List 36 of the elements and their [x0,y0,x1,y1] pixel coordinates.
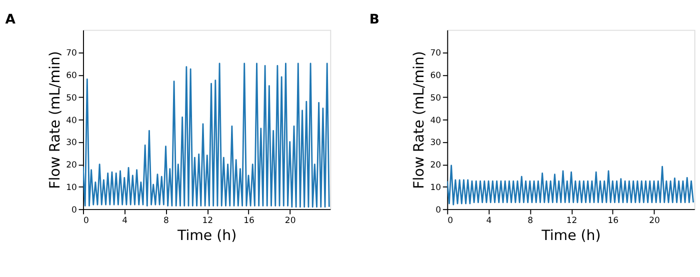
x-tick-label: 4 [486,216,492,226]
y-tick-label: 70 [66,48,77,59]
x-axis-title: Time (h) [540,228,601,244]
x-tick-label: 0 [448,216,454,226]
x-tick-label: 8 [164,216,169,226]
y-axis-title: Flow Rate (mL/min) [412,51,428,189]
y-tick-label: 50 [430,93,442,104]
y-tick-label: 20 [430,160,442,171]
y-tick-label: 0 [71,205,77,216]
y-tick-label: 10 [430,183,442,193]
y-tick-label: 0 [436,205,442,216]
y-tick-label: 60 [66,70,77,81]
line-series [83,62,330,208]
y-tick-label: 70 [430,48,442,59]
x-tick-label: 4 [122,216,128,226]
x-tick-label: 20 [649,216,660,226]
x-tick-label: 0 [83,216,89,226]
x-tick-label: 16 [608,216,619,226]
x-tick-label: 20 [284,216,296,226]
x-tick-label: 12 [566,216,578,226]
y-tick-label: 10 [66,183,77,193]
y-tick-label: 50 [66,93,77,104]
y-axis-title: Flow Rate (mL/min) [47,51,64,189]
y-tick-label: 40 [430,116,442,126]
chart-title: A [5,12,16,28]
y-tick-label: 30 [66,138,77,148]
y-tick-label: 40 [66,116,77,126]
x-axis-title: Time (h) [176,228,237,244]
y-tick-label: 60 [430,70,442,81]
x-tick-label: 16 [244,216,254,226]
x-tick-label: 8 [528,216,534,226]
line-series [447,164,694,206]
y-tick-label: 30 [430,138,442,148]
y-tick-label: 20 [66,160,77,171]
chart-title: B [369,12,380,28]
x-tick-label: 12 [202,216,213,226]
